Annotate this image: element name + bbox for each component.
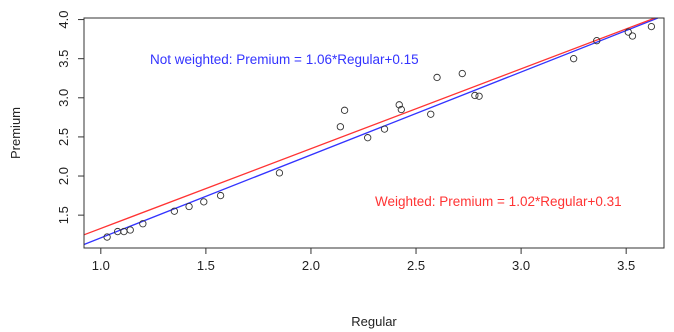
data-point	[364, 134, 372, 142]
data-point	[275, 169, 284, 177]
data-point	[170, 207, 179, 215]
data-point	[380, 125, 389, 133]
y-tick-label: 2.5	[56, 128, 71, 146]
x-tick-label: 3.0	[512, 258, 530, 273]
data-point	[475, 92, 483, 100]
data-point	[624, 28, 632, 36]
y-tick-label: 3.0	[56, 89, 71, 107]
y-tick-label: 2.0	[56, 167, 71, 185]
data-point	[139, 220, 147, 228]
regression-line-not-weighted	[83, 17, 659, 246]
data-point	[185, 202, 193, 211]
y-tick-label: 1.5	[56, 206, 71, 224]
x-tick-label: 2.0	[302, 258, 320, 273]
x-tick-label: 3.5	[617, 258, 635, 273]
data-point	[433, 73, 441, 82]
data-point	[427, 110, 435, 118]
y-axis: 1.5 2.0 2.5 3.0 3.5 4.0	[56, 11, 84, 224]
x-tick-label: 2.5	[407, 258, 425, 273]
data-point	[336, 123, 345, 131]
y-tick-label: 3.5	[56, 50, 71, 68]
data-point	[126, 226, 134, 234]
scatter-points	[103, 22, 656, 241]
annotation-weighted: Weighted: Premium = 1.02*Regular+0.31	[375, 194, 622, 209]
data-point	[216, 191, 225, 200]
plot-frame	[83, 17, 665, 249]
regression-line-weighted	[83, 17, 656, 236]
x-axis: 1.0 1.5 2.0 2.5 3.0 3.5	[92, 248, 635, 273]
data-point	[471, 91, 479, 100]
data-point	[593, 37, 601, 45]
data-point	[395, 101, 403, 109]
regression-lines	[83, 17, 659, 246]
x-tick-label: 1.0	[92, 258, 110, 273]
data-point	[458, 69, 466, 78]
x-axis-title: Regular	[351, 314, 397, 329]
data-point	[628, 32, 637, 40]
data-point	[647, 22, 656, 31]
data-point	[103, 233, 111, 241]
y-tick-label: 4.0	[56, 11, 71, 29]
annotation-not-weighted: Not weighted: Premium = 1.06*Regular+0.1…	[150, 52, 419, 67]
data-point	[200, 198, 208, 206]
data-point	[397, 105, 405, 114]
data-point	[340, 106, 349, 114]
x-tick-label: 1.5	[197, 258, 215, 273]
y-axis-title: Premium	[8, 107, 23, 159]
data-point	[569, 55, 578, 63]
